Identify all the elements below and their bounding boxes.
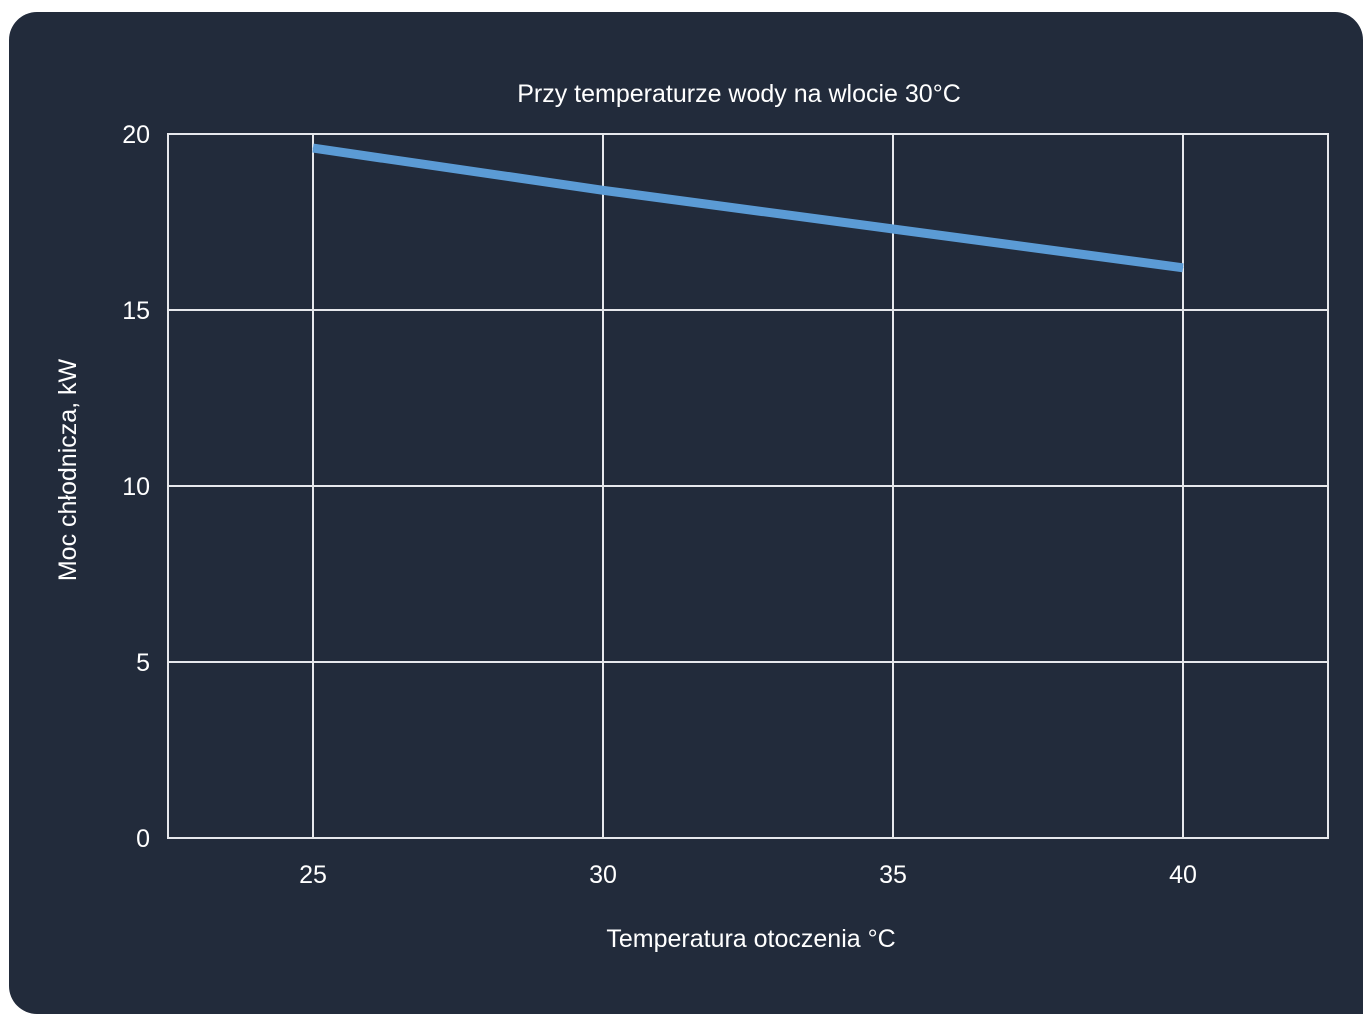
series-layer: [312, 143, 1184, 273]
y-axis-ticks: 0 5 10 15 20: [122, 121, 150, 853]
y-axis-label: Moc chłodnicza, kW: [54, 358, 82, 581]
x-tick-label: 25: [299, 861, 327, 889]
chart-title: Przy temperaturze wody na wlocie 30°C: [517, 80, 961, 108]
data-point: [892, 228, 894, 230]
x-axis-ticks: 25 30 35 40: [299, 861, 1197, 889]
y-tick-label: 0: [136, 825, 150, 853]
data-point: [602, 189, 604, 191]
data-point: [312, 147, 314, 149]
x-axis-label: Temperatura otoczenia °C: [606, 925, 895, 953]
x-tick-label: 35: [879, 861, 907, 889]
y-tick-label: 10: [122, 473, 150, 501]
y-tick-label: 20: [122, 121, 150, 149]
x-tick-label: 30: [589, 861, 617, 889]
series-line: [312, 143, 1184, 273]
grid: [167, 133, 1329, 839]
chart-card: [9, 12, 1363, 1014]
y-tick-label: 15: [122, 297, 150, 325]
data-point: [1182, 267, 1184, 269]
y-tick-label: 5: [136, 649, 150, 677]
x-tick-label: 40: [1169, 861, 1197, 889]
